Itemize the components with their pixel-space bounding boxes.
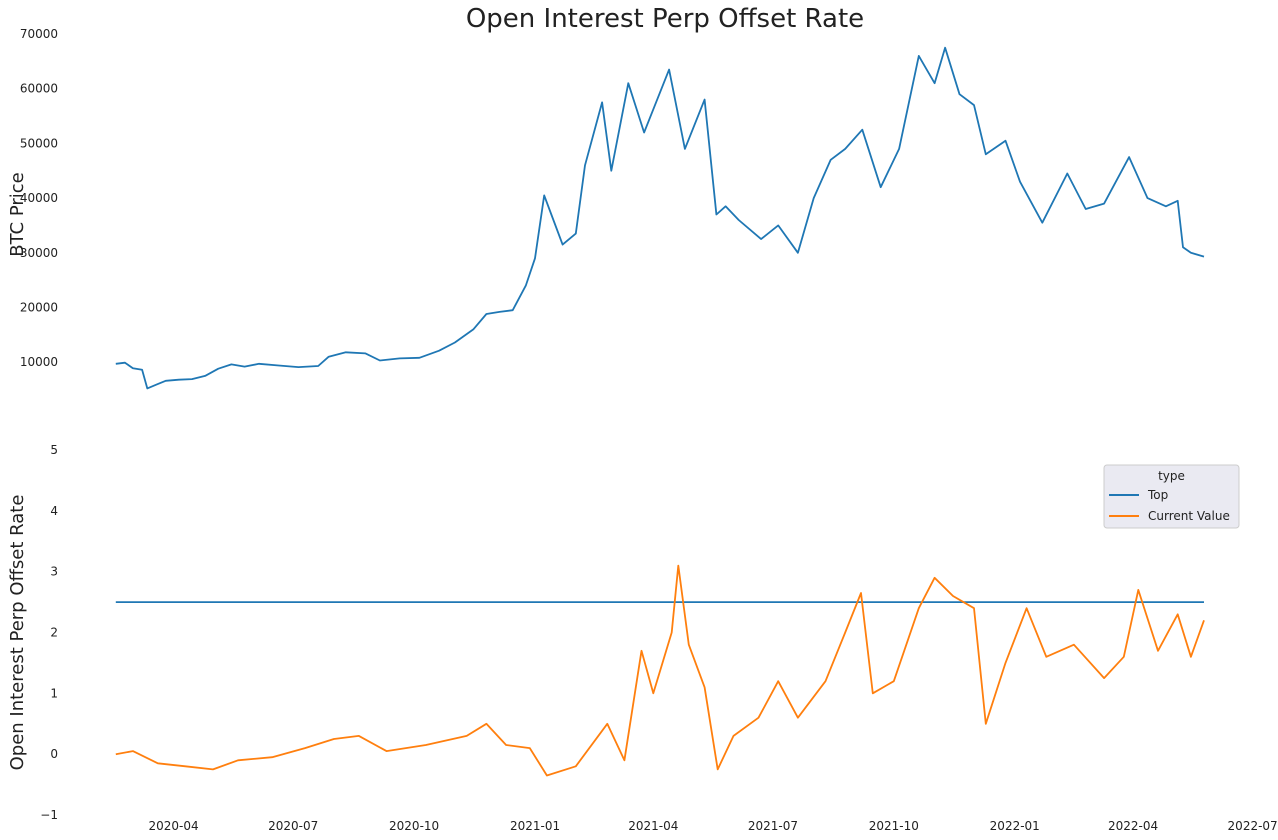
x-tick-label: 2021-04 — [628, 819, 678, 833]
y-tick-label-2: 2 — [50, 626, 58, 640]
x-tick-label: 2021-07 — [748, 819, 798, 833]
y-tick-label-2: 0 — [50, 747, 58, 761]
y-tick-label-2: 4 — [50, 504, 58, 518]
y-tick-label-1: 40000 — [20, 191, 58, 205]
legend-label: Current Value — [1148, 509, 1230, 523]
y-tick-label-2: 3 — [50, 565, 58, 579]
series-line-current-value — [115, 564, 1205, 777]
legend-box — [1103, 464, 1240, 529]
x-tick-label: 2020-10 — [389, 819, 439, 833]
y-tick-label-1: 50000 — [20, 136, 58, 150]
x-tick-label: 2020-07 — [268, 819, 318, 833]
y-tick-label-1: 30000 — [20, 246, 58, 260]
y-tick-label-2: 5 — [50, 443, 58, 457]
x-tick-label: 2022-01 — [990, 819, 1040, 833]
y-tick-label-1: 60000 — [20, 82, 58, 96]
y-tick-label-1: 10000 — [20, 355, 58, 369]
y-axis-label-1: BTC Price — [7, 172, 28, 257]
y-tick-label-2: 1 — [50, 686, 58, 700]
y-tick-label-1: 20000 — [20, 300, 58, 314]
x-tick-label: 2020-04 — [149, 819, 199, 833]
legend-title: type — [1158, 469, 1185, 483]
x-tick-label: 2022-04 — [1108, 819, 1158, 833]
legend-label: Top — [1147, 488, 1168, 502]
series-line-btc-price — [115, 46, 1205, 390]
chart-title: Open Interest Perp Offset Rate — [465, 4, 865, 34]
y-axis-label-2: Open Interest Perp Offset Rate — [7, 495, 28, 771]
y-tick-label-2: −1 — [40, 808, 58, 822]
x-tick-label: 2021-01 — [510, 819, 560, 833]
x-tick-label: 2022-07 — [1228, 819, 1278, 833]
y-tick-label-1: 70000 — [20, 27, 58, 41]
x-tick-label: 2021-10 — [869, 819, 919, 833]
